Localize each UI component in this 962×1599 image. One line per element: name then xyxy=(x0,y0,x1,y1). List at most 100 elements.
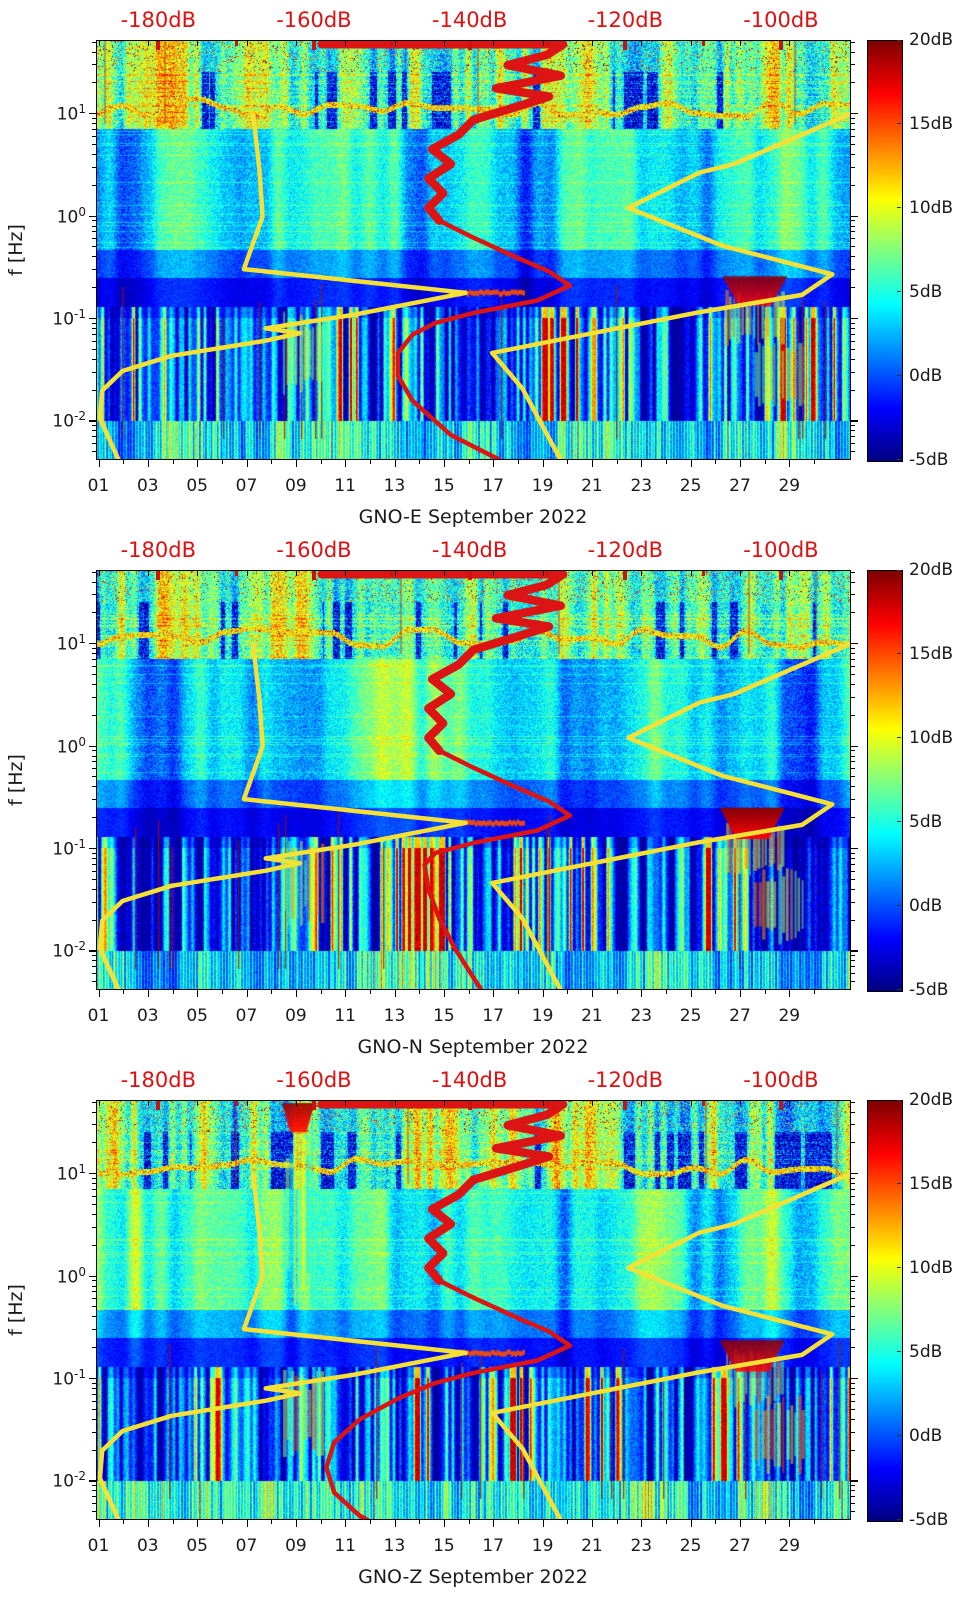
y-axis-minor-tick xyxy=(92,973,96,975)
y-axis-minor-tick xyxy=(92,594,96,596)
high-noise-model-curve xyxy=(489,1171,851,1520)
y-axis-right-minor-tick xyxy=(851,878,855,880)
spectrogram-panel-gno-e: f [Hz] GNO-E September 2022 -180dB -160dB… xyxy=(0,8,962,528)
y-axis-minor-tick xyxy=(92,348,96,350)
x-axis-tick xyxy=(98,990,100,997)
y-axis-title: f [Hz] xyxy=(5,224,27,276)
x-axis-tick xyxy=(542,990,544,997)
x-axis-tick xyxy=(666,460,668,464)
x-axis-tick xyxy=(419,990,421,994)
x-axis-tick xyxy=(591,460,594,467)
colorbar-tick xyxy=(897,1267,901,1269)
y-axis-minor-tick xyxy=(92,863,96,865)
y-axis-minor-tick xyxy=(92,647,96,649)
y-axis-right-minor-tick xyxy=(851,966,855,968)
y-axis-right-minor-tick xyxy=(851,1189,855,1191)
y-axis-tick-label: 101 xyxy=(56,1162,86,1185)
y-axis-right-minor-tick xyxy=(851,683,855,685)
y-axis-minor-tick xyxy=(92,322,96,324)
y-axis-tick-label: 10-1 xyxy=(52,1366,86,1390)
x-axis-top-tick xyxy=(98,41,100,46)
x-axis-top-tick xyxy=(147,41,149,46)
y-axis-minor-tick xyxy=(92,389,96,391)
top-db-axis-minor-tick xyxy=(545,1101,549,1106)
y-axis-right-minor-tick xyxy=(851,1485,855,1487)
x-axis-tick-label: 23 xyxy=(630,476,653,496)
low-noise-model-curve xyxy=(97,1172,468,1520)
x-axis-tick-label: 13 xyxy=(383,1536,406,1556)
x-axis-tick xyxy=(814,460,816,464)
y-axis-minor-tick xyxy=(92,166,96,168)
x-axis-tick-label: 15 xyxy=(433,476,455,496)
y-axis-minor-tick xyxy=(92,1511,96,1513)
x-axis-tick xyxy=(641,460,643,467)
y-axis-minor-tick xyxy=(92,1490,96,1492)
low-noise-model-curve xyxy=(97,112,468,460)
x-axis-tick xyxy=(493,990,495,997)
x-axis-tick xyxy=(740,990,742,997)
x-axis-tick xyxy=(764,1520,766,1524)
colorbar-tick xyxy=(897,459,901,461)
colorbar-tick-label: 20dB xyxy=(909,1090,954,1110)
x-axis-tick-label: 29 xyxy=(778,1536,801,1556)
x-axis-tick xyxy=(567,460,569,464)
x-axis-tick xyxy=(517,990,520,994)
x-axis-tick xyxy=(542,460,544,467)
y-axis-minor-tick xyxy=(92,817,96,819)
median-psd-curve-high-freq xyxy=(317,40,568,225)
y-axis-minor-tick xyxy=(92,1244,96,1246)
y-axis-minor-tick xyxy=(92,696,96,698)
x-axis-tick xyxy=(246,990,248,997)
x-axis-tick-label: 17 xyxy=(482,1536,505,1556)
x-axis-tick xyxy=(295,460,298,467)
x-axis-tick xyxy=(221,990,223,994)
y-axis-right-minor-tick xyxy=(851,333,855,335)
x-axis-tick xyxy=(690,1520,692,1527)
spectrogram-panel-gno-z: f [Hz] GNO-Z September 2022 -180dB -160dB… xyxy=(0,1068,962,1588)
top-db-axis-label: -120dB xyxy=(587,1068,663,1092)
x-axis-tick xyxy=(616,990,618,994)
x-axis-tick-label: 21 xyxy=(581,1536,603,1556)
x-axis-top-tick xyxy=(740,571,742,576)
y-axis-minor-tick xyxy=(92,1213,96,1215)
x-axis-tick xyxy=(271,1520,273,1524)
x-axis-tick xyxy=(764,990,766,994)
x-axis-tick xyxy=(320,990,322,994)
y-axis-minor-tick xyxy=(92,1503,96,1505)
x-axis-tick xyxy=(690,460,692,467)
x-axis-top-tick xyxy=(197,1101,199,1106)
y-axis-minor-tick xyxy=(92,238,96,240)
low-noise-model-curve xyxy=(97,642,468,990)
x-axis-top-tick xyxy=(690,41,692,46)
colorbar-tick-label: -5dB xyxy=(909,1510,949,1530)
colorbar-tick-label: 20dB xyxy=(909,560,954,580)
y-axis-right-minor-tick xyxy=(851,135,855,137)
y-axis-tick xyxy=(89,1377,96,1380)
x-axis-tick xyxy=(271,990,273,994)
x-axis-tick xyxy=(789,1520,791,1527)
top-db-axis-tick xyxy=(311,1101,316,1110)
x-axis-tick-label: 13 xyxy=(383,476,406,496)
y-axis-right-minor-tick xyxy=(851,594,855,596)
y-axis-minor-tick xyxy=(92,960,96,962)
y-axis-right-minor-tick xyxy=(851,659,855,661)
top-db-axis-tick xyxy=(778,1101,783,1110)
x-axis-tick xyxy=(221,1520,223,1524)
colorbar-tick xyxy=(897,1351,901,1353)
y-axis-minor-tick xyxy=(92,1111,96,1113)
y-axis-minor-tick xyxy=(92,443,96,445)
x-axis-top-tick xyxy=(394,1101,396,1106)
x-axis-tick xyxy=(764,460,766,464)
y-axis-right-tick xyxy=(851,847,858,850)
y-axis-right-minor-tick xyxy=(851,776,855,778)
y-axis-right-minor-tick xyxy=(851,1418,855,1420)
y-axis-right-minor-tick xyxy=(851,981,855,983)
colorbar-tick-label: 5dB xyxy=(909,1342,943,1362)
top-db-axis-tick xyxy=(467,571,472,580)
y-axis-minor-tick xyxy=(92,1393,96,1395)
median-psd-curve-high-freq xyxy=(317,1100,568,1285)
x-axis-tick xyxy=(221,460,223,464)
y-axis-right-tick xyxy=(851,420,858,422)
colorbar-tick-label: 10dB xyxy=(909,728,954,748)
x-axis-top-tick xyxy=(295,1101,298,1106)
